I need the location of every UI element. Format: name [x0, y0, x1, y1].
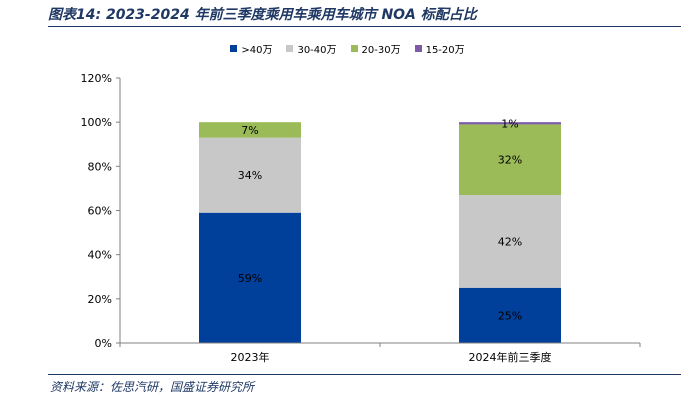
bar-segment	[459, 124, 561, 196]
legend-label-2: 30-40万	[297, 45, 337, 56]
legend-label-1: >40万	[241, 45, 273, 56]
y-tick-label: 0%	[95, 337, 112, 350]
y-tick-label: 40%	[88, 249, 112, 262]
legend-item-3: 20-30万	[350, 41, 401, 56]
legend-item-2: 30-40万	[286, 41, 337, 56]
source-note: 资料来源：佐思汽研，国盛证券研究所	[50, 380, 255, 394]
legend-swatch-1	[230, 45, 238, 52]
legend-label-3: 20-30万	[361, 45, 401, 56]
x-tick-label: 2023年	[231, 350, 270, 364]
legend-label-4: 15-20万	[425, 45, 465, 56]
legend-item-4: 15-20万	[414, 41, 465, 56]
chart-title: 图表14: 2023-2024 年前三季度乘用车乘用车城市 NOA 标配占比	[48, 7, 477, 23]
bar-segment	[459, 195, 561, 288]
bar-segment	[199, 137, 301, 213]
y-tick-label: 100%	[81, 116, 112, 129]
x-tick-label: 2024年前三季度	[469, 350, 552, 364]
legend-item-1: >40万	[230, 41, 272, 56]
data-label: 34%	[238, 169, 262, 182]
y-tick-label: 60%	[88, 205, 112, 218]
title-divider	[48, 26, 681, 27]
legend-swatch-2	[286, 45, 294, 52]
source-divider	[48, 374, 681, 375]
legend: >40万 30-40万 20-30万 15-20万	[0, 41, 695, 56]
bar-segment	[199, 212, 301, 343]
data-label: 25%	[498, 309, 522, 322]
bar-segment	[199, 122, 301, 138]
bar-segment	[459, 122, 561, 125]
y-tick-label: 20%	[88, 293, 112, 306]
data-label: 32%	[498, 154, 522, 167]
data-label: 1%	[501, 117, 518, 130]
legend-swatch-3	[350, 45, 358, 52]
y-tick-label: 120%	[81, 72, 112, 85]
data-label: 59%	[238, 272, 262, 285]
bar-segment	[459, 287, 561, 343]
data-label: 7%	[241, 124, 258, 137]
legend-swatch-4	[414, 45, 422, 52]
data-label: 42%	[498, 235, 522, 248]
y-tick-label: 80%	[88, 160, 112, 173]
